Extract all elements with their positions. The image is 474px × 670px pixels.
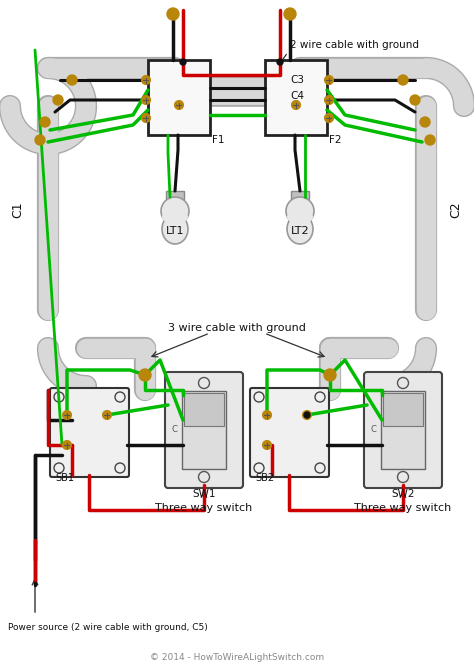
Circle shape [115, 463, 125, 473]
Circle shape [254, 392, 264, 402]
Bar [265, 60, 327, 135]
Circle shape [292, 100, 301, 109]
Text: C1: C1 [11, 202, 25, 218]
Bar [148, 60, 210, 135]
Circle shape [398, 472, 409, 482]
Text: Three way switch: Three way switch [355, 503, 452, 513]
Circle shape [142, 113, 151, 123]
Circle shape [410, 95, 420, 105]
Ellipse shape [287, 214, 313, 244]
Circle shape [254, 463, 264, 473]
Circle shape [180, 59, 186, 65]
Bar [184, 393, 224, 426]
Circle shape [139, 369, 151, 381]
Circle shape [263, 411, 272, 419]
Circle shape [35, 135, 45, 145]
Circle shape [142, 76, 151, 84]
Text: SB2: SB2 [255, 473, 274, 483]
Text: C4: C4 [290, 91, 304, 101]
Circle shape [286, 197, 314, 225]
Circle shape [54, 392, 64, 402]
Circle shape [420, 117, 430, 127]
Circle shape [199, 377, 210, 389]
FancyBboxPatch shape [364, 372, 442, 488]
Circle shape [54, 463, 64, 473]
Circle shape [315, 463, 325, 473]
Circle shape [174, 100, 183, 109]
Text: SW1: SW1 [192, 489, 216, 499]
Circle shape [398, 377, 409, 389]
Circle shape [142, 96, 151, 105]
Text: C3: C3 [290, 75, 304, 85]
Circle shape [304, 412, 310, 418]
Text: SW2: SW2 [391, 489, 415, 499]
Text: Power source (2 wire cable with ground, C5): Power source (2 wire cable with ground, … [8, 623, 208, 632]
FancyBboxPatch shape [165, 372, 243, 488]
Text: Three way switch: Three way switch [155, 503, 253, 513]
Circle shape [315, 392, 325, 402]
Bar [182, 391, 226, 469]
Circle shape [263, 440, 272, 450]
Text: C: C [371, 425, 377, 435]
Circle shape [67, 75, 77, 85]
Circle shape [324, 369, 336, 381]
Ellipse shape [162, 210, 188, 224]
Circle shape [425, 135, 435, 145]
Bar [383, 393, 423, 426]
Bar [291, 191, 309, 199]
Circle shape [40, 117, 50, 127]
Circle shape [102, 411, 111, 419]
Text: LT1: LT1 [166, 226, 184, 236]
Circle shape [167, 8, 179, 20]
Circle shape [53, 95, 63, 105]
Circle shape [277, 59, 283, 65]
Ellipse shape [287, 210, 313, 224]
FancyBboxPatch shape [50, 388, 129, 477]
Text: 2 wire cable with ground: 2 wire cable with ground [290, 40, 419, 50]
Circle shape [199, 472, 210, 482]
Circle shape [325, 96, 334, 105]
Circle shape [325, 76, 334, 84]
Bar [166, 191, 184, 199]
Circle shape [398, 75, 408, 85]
Text: C2: C2 [449, 202, 463, 218]
Circle shape [302, 411, 311, 419]
Circle shape [63, 411, 72, 419]
Text: 3 wire cable with ground: 3 wire cable with ground [168, 323, 306, 333]
Text: © 2014 - HowToWireALightSwitch.com: © 2014 - HowToWireALightSwitch.com [150, 653, 324, 662]
Circle shape [161, 197, 189, 225]
Text: F2: F2 [329, 135, 341, 145]
Ellipse shape [162, 214, 188, 244]
Text: LT2: LT2 [291, 226, 310, 236]
Text: C: C [172, 425, 178, 435]
Text: SB1: SB1 [55, 473, 74, 483]
Text: F1: F1 [212, 135, 225, 145]
Bar [382, 391, 425, 469]
Circle shape [284, 8, 296, 20]
Circle shape [325, 113, 334, 123]
Circle shape [63, 440, 72, 450]
FancyBboxPatch shape [250, 388, 329, 477]
Circle shape [115, 392, 125, 402]
